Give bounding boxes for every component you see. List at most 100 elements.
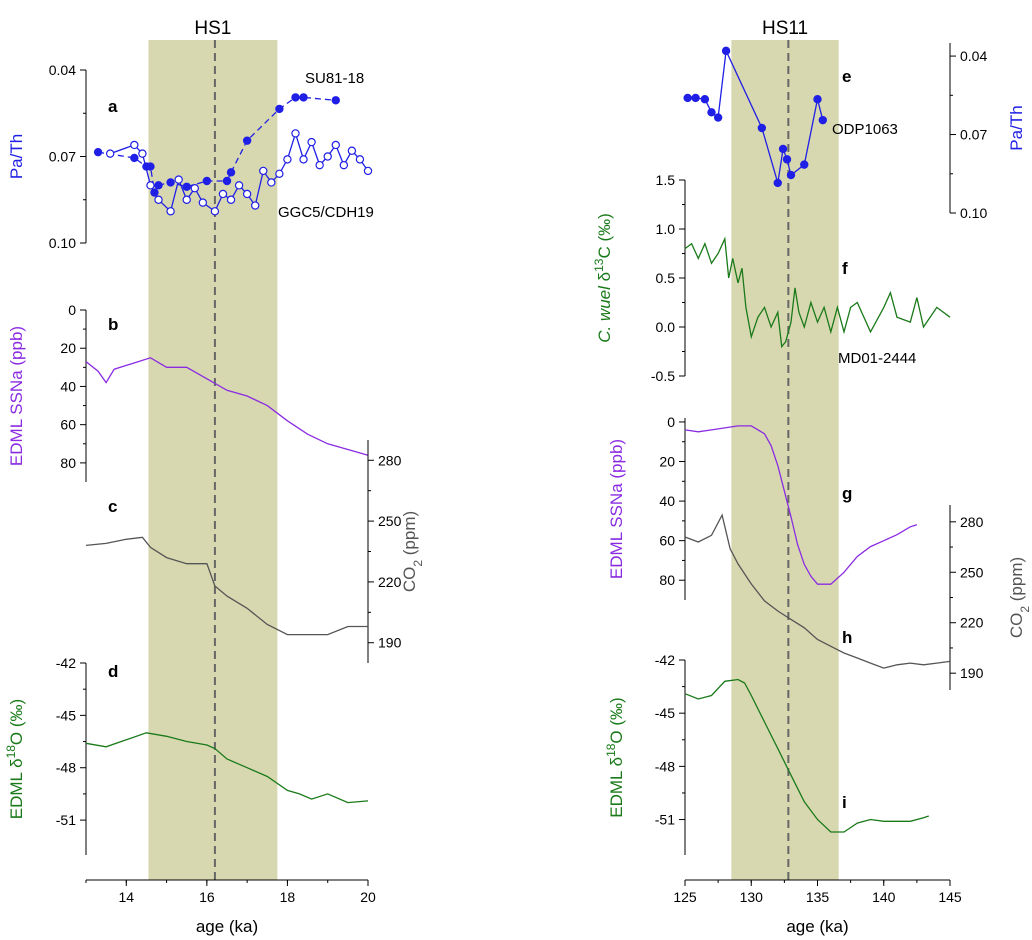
y-tick-label: -45 [56, 707, 76, 723]
data-point [315, 160, 324, 170]
data-point [275, 104, 284, 114]
data-point [154, 195, 163, 204]
ylabel-part: C (‰) [595, 213, 614, 258]
ylabel-part: CO [1007, 613, 1026, 639]
data-point [331, 140, 340, 150]
y-axis-label: EDML δ18O (‰) [4, 699, 26, 819]
panel-d: -42 -45 -48 -51 EDML δ18O (‰) d [4, 655, 369, 855]
panel-letter: i [842, 793, 847, 812]
y-tick-label: -48 [56, 760, 76, 776]
y-axis-label: CO2 (ppm) [1007, 557, 1032, 638]
panel-f: 1.5 1.0 0.5 0.0 -0.5 C. wuel δ13C (‰) f MD01-24… [592, 172, 951, 384]
data-point [105, 149, 115, 158]
y-tick-label: 0.5 [656, 270, 676, 286]
ylabel-part: EDML SSNa (ppb) [7, 326, 26, 466]
x-axis-label: age (ka) [786, 917, 848, 936]
y-axis-label: C. wuel δ13C (‰) [592, 213, 614, 343]
data-point [234, 181, 244, 190]
series-line [684, 236, 951, 349]
data-point [773, 178, 782, 188]
data-point [130, 140, 139, 150]
y-tick-label: 0.10 [960, 205, 987, 221]
panel-a: 0.04 0.07 0.10 Pa/Th a SU81-18 GGC5/CDH19 [7, 62, 374, 251]
y-tick-label: 1.5 [656, 172, 676, 188]
panel-letter: h [842, 628, 852, 647]
data-point [182, 195, 191, 204]
y-tick-label: -51 [56, 812, 76, 828]
x-axis-label: age (ka) [196, 917, 258, 936]
y-tick-label: 20 [659, 454, 675, 470]
data-point [250, 201, 260, 210]
data-point [291, 93, 300, 102]
series-line [684, 513, 951, 669]
y-tick-label: 40 [60, 378, 76, 394]
y-tick-label: 0.10 [49, 235, 76, 251]
series-name: ODP1063 [832, 121, 898, 138]
y-tick-label: 0.0 [656, 319, 676, 335]
data-point [347, 146, 357, 155]
data-point [339, 160, 349, 170]
ylabel-part: EDML δ [7, 758, 26, 819]
x-tick-label: 135 [806, 889, 830, 905]
ylabel-part: 18 [4, 745, 18, 759]
data-point [786, 170, 796, 180]
shaded-interval [148, 40, 278, 880]
ylabel-part: 18 [604, 743, 618, 757]
data-point [146, 162, 155, 171]
ylabel-part: Pa/Th [1007, 105, 1026, 150]
series-name: MD01-2444 [838, 350, 916, 367]
panel-letter: d [108, 662, 118, 681]
y-tick-label: 280 [378, 452, 402, 468]
y-tick-label: 80 [659, 572, 675, 588]
ylabel-part: O (‰) [607, 697, 626, 743]
panel-letter: c [108, 497, 117, 516]
x-tick-label: 14 [118, 889, 134, 905]
y-tick-label: 80 [60, 455, 76, 471]
data-point [818, 115, 828, 125]
data-point [283, 155, 292, 164]
data-point [210, 207, 220, 216]
data-point [800, 160, 809, 169]
y-tick-label: -0.5 [651, 368, 675, 384]
y-tick-label: 60 [659, 533, 675, 549]
x-tick-label: 140 [872, 889, 896, 905]
x-tick-label: 125 [673, 889, 697, 905]
ylabel-part: 2 [1018, 606, 1032, 613]
y-tick-label: 20 [60, 340, 76, 356]
data-point [242, 136, 252, 145]
data-point [757, 123, 767, 133]
panel-c: 190 220 250 280 CO2 (ppm) c [85, 440, 425, 663]
ylabel-part: (ppm) [1007, 557, 1026, 606]
data-point [363, 166, 373, 176]
series-name: GGC5/CDH19 [278, 204, 374, 221]
data-point [146, 181, 155, 190]
chart-title: HS1 [194, 18, 231, 39]
data-point [355, 155, 365, 164]
panel-letter: g [842, 484, 852, 503]
panel-h: 190 220 250 280 CO2 (ppm) h [684, 505, 1032, 690]
y-tick-label: 220 [960, 615, 984, 631]
data-point [202, 176, 212, 186]
data-point [198, 198, 208, 207]
y-tick-label: 250 [960, 564, 984, 580]
panel-i: -42 -45 -48 -51 EDML δ18O (‰) i [604, 652, 930, 855]
y-tick-label: -48 [655, 758, 675, 774]
y-axis-label: Pa/Th [1007, 105, 1026, 150]
data-point [226, 168, 236, 177]
x-tick-label: 145 [938, 889, 962, 905]
data-point [307, 137, 316, 147]
data-point [93, 147, 103, 157]
y-tick-label: 0.07 [49, 149, 76, 165]
data-point [259, 166, 268, 176]
data-point [242, 189, 252, 199]
data-point [778, 144, 788, 154]
y-axis-label: EDML δ18O (‰) [604, 697, 626, 817]
data-point [130, 153, 139, 163]
data-point [323, 152, 332, 161]
series-line [684, 678, 930, 833]
panel-e: 0.04 0.07 0.10 Pa/Th e ODP1063 [683, 43, 1026, 221]
panel-letter: f [842, 259, 848, 278]
y-tick-label: 280 [960, 514, 984, 530]
